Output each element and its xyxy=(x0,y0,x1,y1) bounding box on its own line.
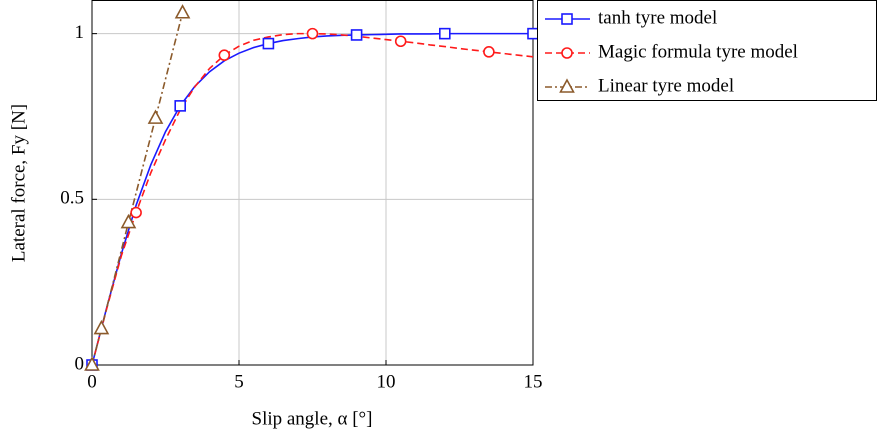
marker xyxy=(561,13,573,25)
x-tick-label: 15 xyxy=(524,371,543,392)
plot-frame xyxy=(91,0,534,366)
marker xyxy=(93,319,110,335)
legend-label: tanh tyre model xyxy=(598,7,717,28)
marker xyxy=(527,27,539,40)
x-axis-label: Slip angle, α [°] xyxy=(252,408,373,429)
plot-area xyxy=(92,12,533,365)
marker xyxy=(350,29,363,41)
marker xyxy=(306,27,319,40)
marker xyxy=(483,46,495,58)
marker xyxy=(84,356,100,371)
marker xyxy=(438,27,451,40)
y-tick-label: 1 xyxy=(75,22,85,43)
x-tick-label: 5 xyxy=(234,371,244,392)
marker xyxy=(218,49,231,61)
legend-label: Linear tyre model xyxy=(598,75,734,96)
legend-box xyxy=(537,0,877,101)
y-tick-label: 0.5 xyxy=(60,188,84,209)
x-tick-label: 0 xyxy=(87,371,97,392)
y-axis-label: Lateral force, Fy [N] xyxy=(8,104,29,262)
marker xyxy=(174,4,191,19)
legend-label: Magic formula tyre model xyxy=(598,41,798,62)
marker xyxy=(120,213,137,229)
x-tick-label: 10 xyxy=(377,371,396,392)
marker xyxy=(559,78,575,93)
series-line xyxy=(92,12,184,365)
marker xyxy=(394,35,407,48)
y-tick-label: 0 xyxy=(75,353,85,374)
marker xyxy=(130,206,142,219)
marker xyxy=(262,37,275,50)
marker xyxy=(561,47,573,59)
marker xyxy=(174,100,186,112)
marker xyxy=(147,109,164,124)
